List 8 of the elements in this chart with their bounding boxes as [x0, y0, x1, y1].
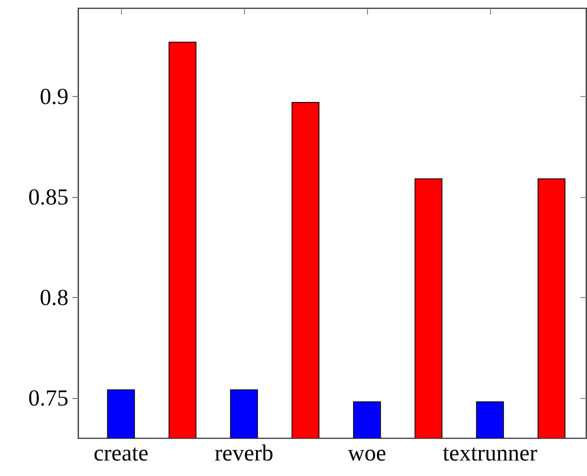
- x-tick-label: textrunner: [442, 440, 538, 466]
- y-tick-label: 0.9: [40, 84, 68, 109]
- x-tick-label: woe: [348, 440, 386, 466]
- x-tick-label: create: [94, 440, 148, 466]
- y-tick-label: 0.85: [28, 184, 68, 210]
- y-tick-label: 0.8: [40, 284, 68, 310]
- y-tick-label: 0.75: [28, 385, 68, 410]
- x-tick-label: reverb: [214, 440, 274, 466]
